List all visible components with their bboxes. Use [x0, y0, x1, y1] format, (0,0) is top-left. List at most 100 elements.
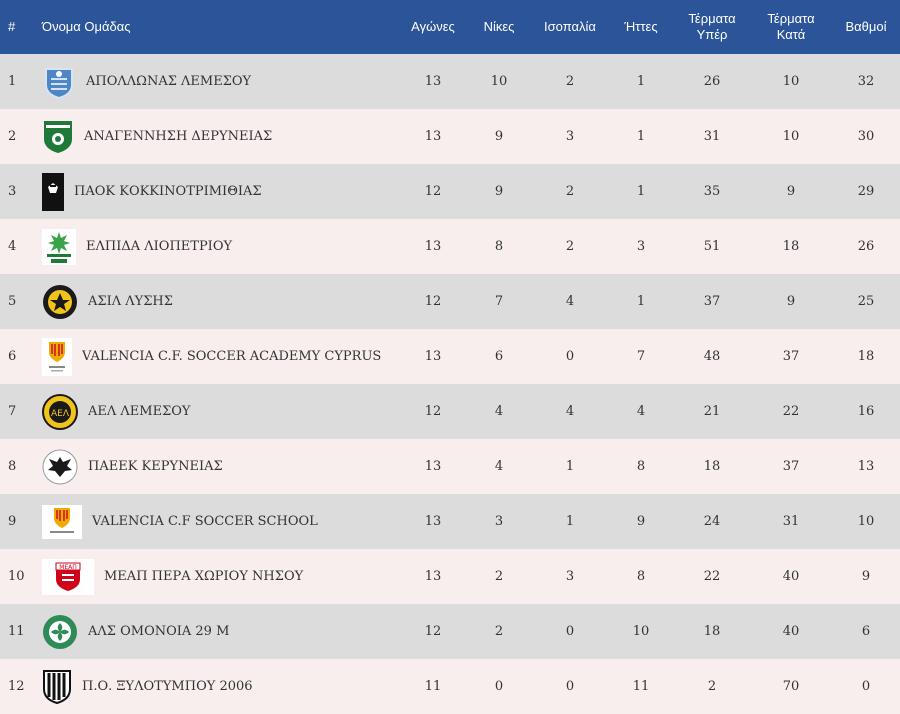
team-name-link[interactable]: VALENCIA C.F. SOCCER ACADEMY CYPRUS — [82, 349, 382, 364]
team-cell: ΑΛΣ ΟΜΟΝΟΙΑ 29 Μ — [42, 604, 400, 659]
ga-cell: 31 — [782, 514, 800, 529]
played-cell: 13 — [424, 569, 442, 584]
elpida-crest-icon — [42, 228, 76, 265]
header-goals-for[interactable]: Τέρματα Υπέρ — [674, 0, 750, 54]
wins-cell: 0 — [494, 679, 504, 694]
header-goals-against-line1: Τέρματα — [767, 11, 815, 26]
wins-cell: 2 — [494, 569, 504, 584]
valencia-school-crest-icon — [42, 504, 82, 539]
gf-cell: 31 — [703, 129, 721, 144]
team-name-link[interactable]: VALENCIA C.F SOCCER SCHOOL — [92, 514, 318, 529]
losses-cell: 1 — [636, 74, 646, 89]
header-rank[interactable]: # — [8, 19, 16, 34]
losses-cell: 9 — [636, 514, 646, 529]
rank-cell: 8 — [8, 459, 17, 474]
header-team[interactable]: Όνομα Ομάδας — [42, 19, 131, 34]
wins-cell: 10 — [490, 74, 508, 89]
rank-cell: 1 — [8, 74, 17, 89]
ga-cell: 70 — [782, 679, 800, 694]
losses-cell: 1 — [636, 294, 646, 309]
rank-cell: 11 — [8, 624, 25, 639]
xylotympou-crest-icon — [42, 669, 72, 705]
team-name-link[interactable]: Π.Ο. ΞΥΛΟΤΥΜΠΟΥ 2006 — [82, 679, 253, 694]
rank-cell: 4 — [8, 239, 17, 254]
played-cell: 12 — [424, 624, 442, 639]
svg-text:AEΛ: AEΛ — [51, 409, 70, 419]
omonoia-crest-icon — [42, 614, 78, 650]
table-row: 6 VALENCIA C.F. SOCCER ACADEMY CYPRUS 13 6 0… — [0, 329, 900, 384]
team-name-link[interactable]: ΠΑΕΕΚ ΚΕΡΥΝΕΙΑΣ — [88, 459, 223, 474]
team-cell: ΜΕΑΠ ΜΕΑΠ ΠΕΡΑ ΧΩΡΙΟΥ ΝΗΣΟΥ — [42, 549, 400, 604]
gf-cell: 51 — [703, 239, 721, 254]
played-cell: 12 — [424, 404, 442, 419]
team-cell: ΕΛΠΙΔΑ ΛΙΟΠΕΤΡΙΟΥ — [42, 219, 400, 274]
draws-cell: 3 — [565, 129, 575, 144]
played-cell: 13 — [424, 129, 442, 144]
draws-cell: 1 — [565, 514, 575, 529]
header-played[interactable]: Αγώνες — [411, 19, 455, 34]
ga-cell: 9 — [786, 294, 796, 309]
played-cell: 13 — [424, 349, 442, 364]
header-goals-against[interactable]: Τέρματα Κατά — [750, 0, 832, 54]
losses-cell: 7 — [636, 349, 646, 364]
team-cell: VALENCIA C.F. SOCCER ACADEMY CYPRUS — [42, 329, 400, 384]
team-name-link[interactable]: ΑΕΛ ΛΕΜΕΣΟΥ — [88, 404, 191, 419]
team-name-link[interactable]: ΑΣΙΛ ΛΥΣΗΣ — [88, 294, 173, 309]
played-cell: 13 — [424, 514, 442, 529]
meap-crest-icon: ΜΕΑΠ — [42, 558, 94, 595]
draws-cell: 2 — [565, 184, 575, 199]
wins-cell: 9 — [494, 129, 504, 144]
ga-cell: 40 — [782, 569, 800, 584]
team-cell: ΠΑΟΚ ΚΟΚΚΙΝΟΤΡΙΜΙΘΙΑΣ — [42, 164, 400, 219]
table-row: 4 ΕΛΠΙΔΑ ΛΙΟΠΕΤΡΙΟΥ 13 8 2 3 51 18 26 — [0, 219, 900, 274]
team-cell: AEΛ ΑΕΛ ΛΕΜΕΣΟΥ — [42, 384, 400, 439]
table-row: 7 AEΛ ΑΕΛ ΛΕΜΕΣΟΥ 12 4 4 4 21 22 16 — [0, 384, 900, 439]
gf-cell: 2 — [707, 679, 717, 694]
asil-crest-icon — [42, 284, 78, 320]
ga-cell: 10 — [782, 74, 800, 89]
ga-cell: 37 — [782, 459, 800, 474]
draws-cell: 2 — [565, 74, 575, 89]
header-goals-for-line1: Τέρματα — [688, 11, 736, 26]
team-name-link[interactable]: ΑΠΟΛΛΩΝΑΣ ΛΕΜΕΣΟΥ — [86, 74, 252, 89]
pts-cell: 13 — [857, 459, 875, 474]
team-name-link[interactable]: ΜΕΑΠ ΠΕΡΑ ΧΩΡΙΟΥ ΝΗΣΟΥ — [104, 569, 304, 584]
gf-cell: 48 — [703, 349, 721, 364]
losses-cell: 1 — [636, 184, 646, 199]
header-losses[interactable]: Ήττες — [624, 19, 658, 34]
draws-cell: 0 — [565, 349, 575, 364]
wins-cell: 6 — [494, 349, 504, 364]
team-cell: ΑΠΟΛΛΩΝΑΣ ΛΕΜΕΣΟΥ — [42, 54, 400, 109]
gf-cell: 35 — [703, 184, 721, 199]
header-wins[interactable]: Νίκες — [483, 19, 515, 34]
losses-cell: 10 — [632, 624, 650, 639]
table-header-row: # Όνομα Ομάδας Αγώνες Νίκες Ισοπαλία Ήττ… — [0, 0, 900, 54]
table-row: 8 ΠΑΕΕΚ ΚΕΡΥΝΕΙΑΣ 13 4 1 8 18 37 13 — [0, 439, 900, 494]
header-points[interactable]: Βαθμοί — [845, 19, 887, 34]
team-name-link[interactable]: ΠΑΟΚ ΚΟΚΚΙΝΟΤΡΙΜΙΘΙΑΣ — [74, 184, 262, 199]
gf-cell: 21 — [703, 404, 721, 419]
wins-cell: 2 — [494, 624, 504, 639]
draws-cell: 0 — [565, 624, 575, 639]
team-name-link[interactable]: ΑΝΑΓΕΝΝΗΣΗ ΔΕΡΥΝΕΙΑΣ — [84, 129, 273, 144]
draws-cell: 3 — [565, 569, 575, 584]
wins-cell: 8 — [494, 239, 504, 254]
gf-cell: 22 — [703, 569, 721, 584]
team-name-link[interactable]: ΑΛΣ ΟΜΟΝΟΙΑ 29 Μ — [88, 624, 230, 639]
wins-cell: 4 — [494, 459, 504, 474]
header-draws[interactable]: Ισοπαλία — [544, 19, 596, 34]
paeek-crest-icon — [42, 449, 78, 485]
played-cell: 12 — [424, 184, 442, 199]
rank-cell: 7 — [8, 404, 17, 419]
draws-cell: 1 — [565, 459, 575, 474]
played-cell: 13 — [424, 239, 442, 254]
team-name-link[interactable]: ΕΛΠΙΔΑ ΛΙΟΠΕΤΡΙΟΥ — [86, 239, 233, 254]
rank-cell: 6 — [8, 349, 17, 364]
rank-cell: 3 — [8, 184, 17, 199]
table-row: 2 ΑΝΑΓΕΝΝΗΣΗ ΔΕΡΥΝΕΙΑΣ 13 9 3 1 31 10 30 — [0, 109, 900, 164]
table-row: 12 Π.Ο. ΞΥΛΟΤΥΜΠΟΥ 2006 11 0 0 11 2 70 0 — [0, 659, 900, 714]
rank-cell: 10 — [8, 569, 25, 584]
pts-cell: 32 — [857, 74, 875, 89]
svg-text:ΜΕΑΠ: ΜΕΑΠ — [59, 564, 77, 571]
